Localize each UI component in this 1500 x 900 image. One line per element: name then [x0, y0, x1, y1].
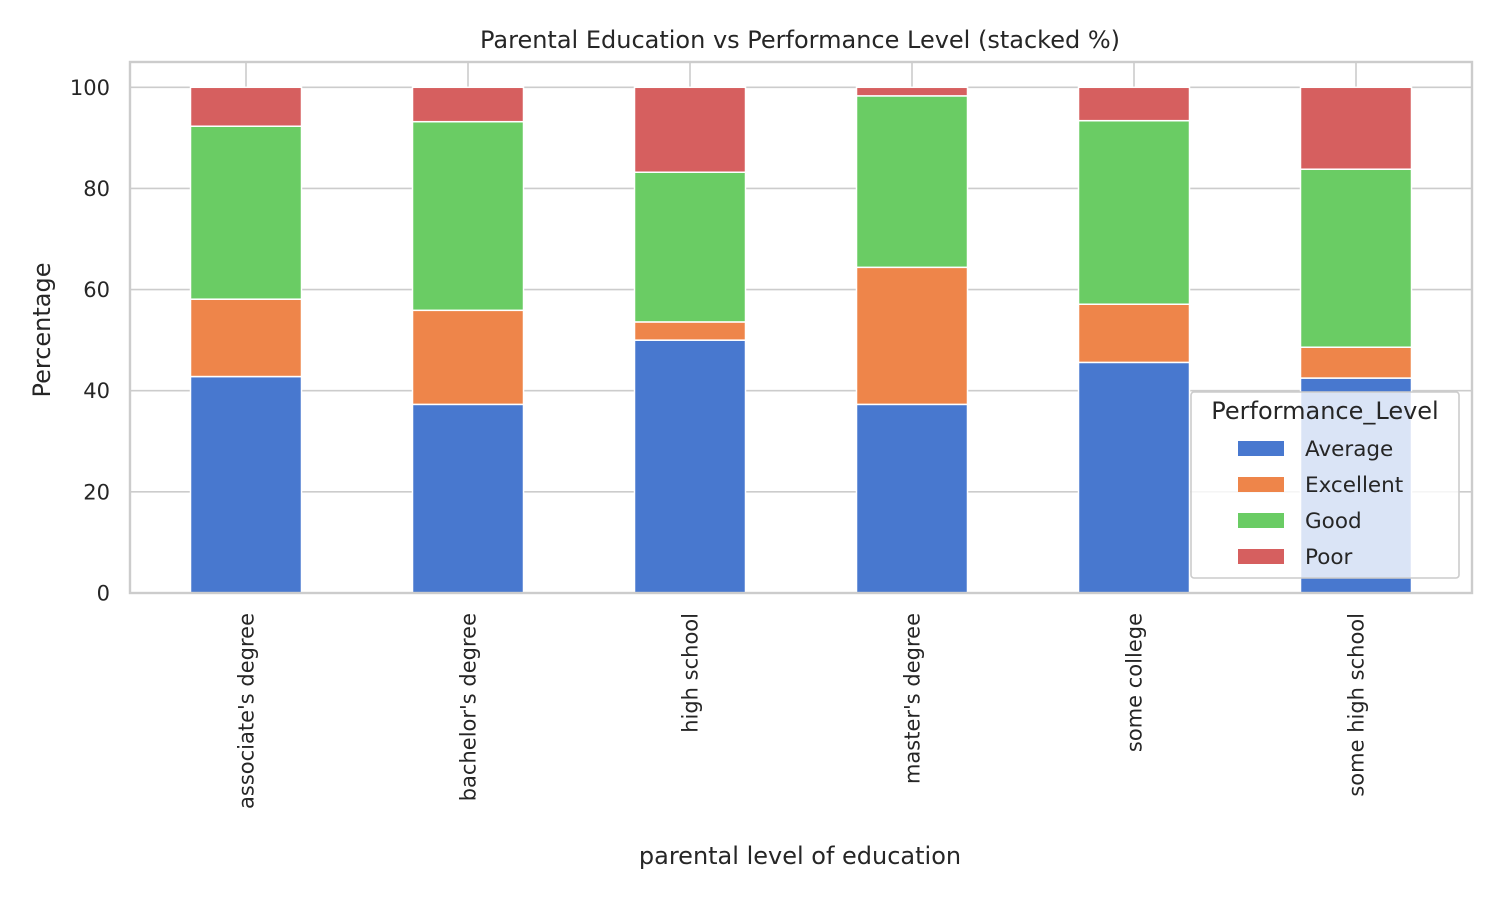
bar-segment — [1077, 119, 1191, 305]
x-tick-label: bachelor's degree — [457, 613, 481, 801]
legend-box — [1190, 391, 1460, 579]
bar-segment — [1299, 346, 1413, 379]
y-tick-labels: 0 20 40 60 80 100 — [70, 76, 110, 606]
legend-swatch — [1238, 477, 1284, 492]
plot-frame — [128, 60, 1474, 595]
bar-segment — [1077, 361, 1191, 594]
legend-swatch — [1238, 441, 1284, 456]
y-tick-label: 20 — [83, 480, 110, 504]
bar-segment — [189, 125, 303, 300]
chart-title: Parental Education vs Performance Level … — [480, 26, 1120, 54]
y-tick-label: 80 — [83, 177, 110, 201]
legend-label: Good — [1305, 509, 1362, 534]
legend-label: Average — [1305, 437, 1393, 462]
y-axis-title: Percentage — [28, 262, 56, 397]
x-tick-label: some high school — [1345, 613, 1369, 797]
bar-segment — [1299, 168, 1413, 348]
y-tick-label: 60 — [83, 278, 110, 302]
x-tick-labels: associate's degree bachelor's degree high … — [235, 613, 1369, 809]
legend-swatch — [1238, 549, 1284, 564]
x-tick-label: some college — [1123, 613, 1147, 752]
bar-segment — [1077, 86, 1191, 122]
legend-swatch — [1238, 513, 1284, 528]
x-tick-label: associate's degree — [235, 613, 259, 809]
bars-layer — [189, 86, 1413, 594]
bar-segment — [411, 120, 525, 312]
legend-label: Poor — [1305, 545, 1353, 570]
bar-segment — [633, 86, 747, 173]
bar-segment — [633, 339, 747, 594]
bar-segment — [1077, 303, 1191, 364]
bar-segment — [189, 375, 303, 594]
bar-segment — [633, 171, 747, 323]
legend-items: Average Excellent Good Poor — [1238, 437, 1403, 570]
bar-segment — [855, 266, 969, 406]
x-axis-title: parental level of education — [639, 842, 961, 870]
y-tick-label: 0 — [97, 582, 110, 606]
legend-title: Performance_Level — [1211, 397, 1438, 425]
legend-label: Excellent — [1305, 473, 1403, 498]
x-tick-label: master's degree — [901, 613, 925, 784]
legend: Performance_Level Average Excellent Good Po… — [1190, 391, 1460, 579]
bar-segment — [855, 86, 969, 97]
bar-segment — [633, 321, 747, 341]
bar-segment — [189, 298, 303, 378]
bar-segment — [189, 86, 303, 127]
bar-segment — [411, 86, 525, 123]
bar-segment — [411, 309, 525, 406]
x-tick-label: high school — [679, 613, 703, 733]
bar-segment — [855, 403, 969, 594]
bar-segment — [411, 403, 525, 594]
bar-segment — [1299, 86, 1413, 170]
bar-segment — [855, 95, 969, 269]
y-tick-label: 100 — [70, 76, 110, 100]
y-tick-label: 40 — [83, 379, 110, 403]
